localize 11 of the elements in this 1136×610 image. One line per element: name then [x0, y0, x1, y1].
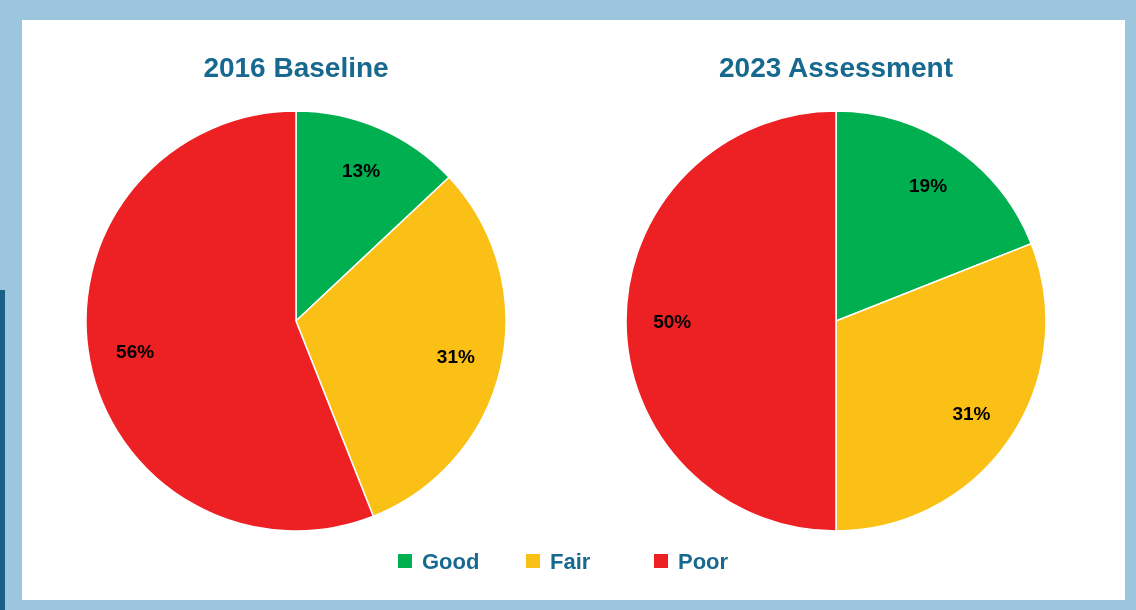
chart-title: 2023 Assessment — [718, 52, 954, 83]
data-label: 31% — [952, 402, 991, 424]
legend-label: Fair — [550, 548, 591, 574]
legend-label: Good — [422, 548, 480, 574]
data-label: 50% — [653, 310, 692, 332]
data-label: 19% — [909, 175, 948, 197]
chart-title: 2016 Baseline — [203, 52, 389, 83]
legend-label: Poor — [678, 548, 729, 574]
data-label: 31% — [436, 346, 475, 368]
data-label: 56% — [116, 341, 155, 363]
data-label: 13% — [342, 160, 381, 182]
